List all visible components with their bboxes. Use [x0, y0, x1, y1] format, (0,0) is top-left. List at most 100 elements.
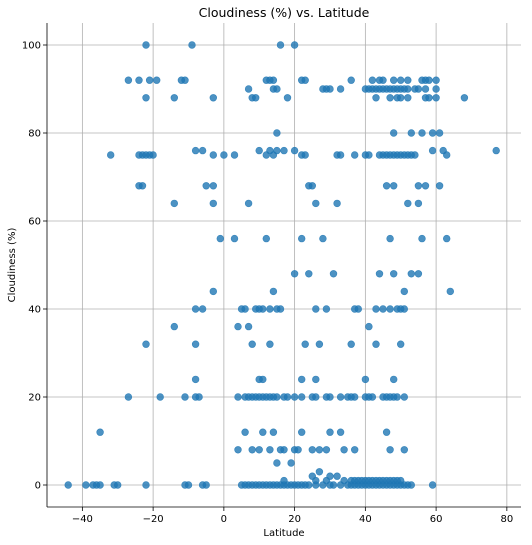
data-point [124, 76, 133, 84]
data-point [386, 446, 394, 454]
data-point [113, 481, 122, 489]
data-point [273, 459, 281, 467]
data-point [142, 41, 150, 49]
data-point [262, 234, 270, 243]
data-point [287, 459, 295, 467]
data-point [411, 151, 419, 159]
data-point [400, 393, 408, 401]
data-point [230, 151, 239, 159]
y-tick-label: 40 [28, 305, 41, 316]
data-point [336, 151, 345, 159]
data-point [273, 129, 281, 137]
data-point [209, 199, 218, 208]
data-point [202, 481, 210, 489]
data-point [252, 94, 260, 102]
data-point [379, 305, 387, 313]
data-point [432, 76, 440, 84]
data-point [234, 322, 242, 331]
data-point [269, 76, 278, 84]
x-tick-label: 80 [500, 514, 513, 525]
data-point [421, 182, 430, 190]
data-point [301, 76, 309, 84]
data-point [312, 393, 320, 401]
data-point [407, 270, 415, 278]
data-point [329, 270, 338, 278]
data-point [372, 305, 380, 313]
data-point [397, 76, 405, 84]
data-point [375, 270, 384, 278]
x-tick-label: 60 [430, 514, 443, 525]
data-point [198, 146, 207, 155]
data-point [241, 305, 249, 313]
data-point [397, 476, 405, 485]
y-tick-label: 60 [28, 217, 41, 228]
data-point [280, 476, 288, 485]
data-point [241, 428, 249, 436]
data-point [280, 146, 288, 155]
data-point [290, 270, 299, 278]
data-point [428, 481, 437, 489]
data-point [336, 428, 345, 436]
data-point [435, 129, 444, 137]
data-point [244, 322, 253, 331]
data-point [305, 481, 313, 489]
data-point [283, 94, 292, 102]
data-point [170, 94, 179, 102]
data-point [259, 428, 267, 436]
data-point [202, 182, 210, 190]
data-point [414, 199, 423, 208]
data-point [390, 76, 398, 84]
data-point [135, 76, 143, 84]
data-point [382, 428, 391, 436]
data-point [142, 481, 150, 489]
data-point [414, 270, 423, 278]
data-point [326, 393, 334, 401]
data-point [153, 76, 161, 84]
x-tick-label: −40 [72, 514, 93, 525]
data-point [312, 375, 320, 384]
y-tick-label: 0 [35, 481, 41, 492]
data-point [397, 94, 405, 102]
data-point [269, 428, 278, 436]
y-axis-label: Cloudiness (%) [7, 228, 18, 303]
data-point [290, 393, 299, 401]
data-point [290, 41, 299, 49]
data-point [209, 94, 218, 102]
data-point [443, 234, 451, 243]
data-point [209, 151, 218, 159]
data-point [170, 322, 179, 331]
data-point [191, 146, 200, 155]
data-point [244, 199, 253, 208]
x-tick-label: 20 [288, 514, 301, 525]
data-point [390, 129, 398, 137]
data-point [386, 94, 394, 102]
data-point [333, 472, 341, 480]
data-point [351, 393, 359, 401]
data-point [336, 85, 345, 93]
data-point [365, 322, 373, 331]
data-point [390, 270, 398, 278]
data-point [216, 234, 225, 243]
data-point [329, 481, 338, 489]
data-point [336, 393, 345, 401]
data-point [234, 393, 242, 401]
data-point [382, 182, 391, 190]
data-point [425, 76, 433, 84]
data-point [273, 85, 281, 93]
grid-layer [47, 23, 521, 507]
data-point [414, 182, 423, 190]
axes-layer: −40 −20 0 20 40 60 80 0 20 40 60 80 100 [22, 23, 521, 525]
data-point [266, 340, 274, 348]
data-point [269, 287, 278, 296]
chart-title: Cloudiness (%) vs. Latitude [199, 5, 370, 20]
data-point [400, 446, 408, 454]
data-point [425, 94, 433, 102]
data-point [315, 446, 324, 454]
data-point [283, 393, 292, 401]
data-point [308, 182, 316, 190]
data-point [322, 446, 331, 454]
data-point [96, 481, 104, 489]
data-point [209, 182, 218, 190]
data-point [209, 287, 218, 296]
